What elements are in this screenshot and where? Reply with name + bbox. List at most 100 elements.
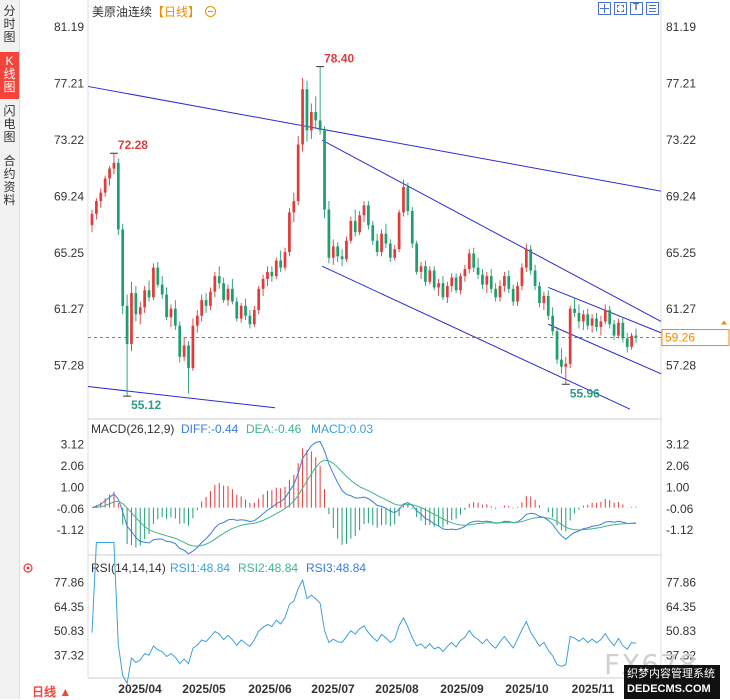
candle-body	[134, 293, 138, 315]
candle	[261, 274, 265, 296]
move-icon[interactable]	[598, 2, 611, 15]
candle	[424, 260, 427, 287]
x-axis: 2025/04 2025/05 2025/06 2025/07 2025/08 2025/…	[118, 682, 614, 696]
candle-body	[630, 335, 633, 347]
candle-body	[393, 249, 397, 258]
candle-body	[283, 252, 287, 268]
candle	[353, 209, 357, 237]
candle-body	[511, 288, 515, 302]
candle	[560, 348, 563, 374]
candle-body	[130, 293, 133, 345]
candle	[112, 153, 116, 175]
candle-body	[125, 305, 129, 345]
candle-body	[485, 276, 489, 285]
candle	[595, 312, 598, 332]
candle	[327, 201, 331, 264]
candle-body	[147, 290, 151, 298]
candle-body	[266, 271, 269, 279]
candle-body	[402, 186, 405, 213]
candle-body	[459, 276, 462, 291]
trend-lines	[87, 85, 662, 410]
macd-tick-left: 1.00	[61, 480, 85, 494]
candle	[231, 278, 234, 305]
watermark-site-name: 织梦内容管理系统	[627, 668, 715, 680]
y-tick-label-right: 77.21	[666, 76, 696, 90]
plus-circle-icon[interactable]	[205, 6, 217, 17]
high-label: 72.28	[118, 138, 148, 152]
tab-flash[interactable]: 闪 电 图	[3, 104, 16, 144]
candle-body	[503, 276, 506, 287]
timeframe-selector[interactable]: 日线 ▲	[32, 685, 72, 699]
high-label: 78.40	[324, 52, 354, 66]
candle	[143, 286, 147, 313]
candle-body	[498, 286, 502, 298]
x-tick-label: 2025/06	[248, 682, 292, 696]
candle	[524, 243, 528, 272]
candle	[318, 66, 322, 135]
candle	[397, 209, 401, 253]
candle	[472, 247, 476, 272]
candle	[538, 281, 541, 308]
candle	[209, 287, 212, 311]
candle	[217, 266, 221, 289]
candle-body	[349, 220, 353, 241]
candle-body	[617, 322, 620, 336]
candle-body	[217, 276, 221, 284]
dea-line	[91, 459, 637, 547]
candle	[445, 281, 449, 304]
flag-lower-line	[548, 323, 662, 375]
macd-tick-left: 3.12	[61, 438, 85, 452]
y-tick-label-left: 73.22	[54, 133, 84, 147]
y-tick-label-right: 73.22	[666, 133, 696, 147]
settings-icon[interactable]	[23, 563, 33, 573]
candle	[393, 244, 397, 261]
candle-body	[169, 308, 173, 318]
candle-body	[288, 212, 291, 253]
candle-body	[625, 338, 629, 347]
candle	[459, 273, 462, 295]
candle	[134, 286, 138, 322]
candle-body	[375, 240, 379, 253]
candle	[130, 281, 133, 352]
text-icon[interactable]: T	[630, 2, 643, 15]
tab-contract-info[interactable]: 合 约 资 料	[3, 154, 16, 207]
candle-body	[209, 291, 212, 306]
macd-diff-label: DIFF:-0.44	[181, 422, 239, 436]
fit-icon[interactable]	[614, 2, 627, 15]
candle-body	[406, 186, 410, 211]
candle-body	[301, 89, 304, 145]
tools-icon[interactable]	[646, 2, 659, 15]
rsi-tick-right: 64.35	[666, 600, 696, 614]
candle	[169, 304, 173, 328]
macd-tick-right: 3.12	[666, 438, 690, 452]
candle	[309, 103, 313, 139]
candle-body	[309, 111, 313, 131]
candle-body	[397, 212, 401, 250]
candle	[301, 77, 304, 152]
candle	[511, 284, 515, 306]
candle-body	[345, 240, 348, 260]
candles	[90, 66, 638, 397]
candle-body	[279, 260, 283, 268]
candle-body	[472, 253, 476, 268]
candle-body	[116, 162, 120, 230]
tab-kline[interactable]: K 线 图	[0, 52, 19, 99]
candle	[90, 209, 94, 233]
candle	[617, 318, 620, 339]
x-tick-label: 2025/10	[505, 682, 549, 696]
candle	[454, 273, 458, 294]
candle	[371, 220, 375, 245]
candle	[99, 188, 103, 209]
candle	[305, 80, 309, 142]
candle-body	[178, 325, 182, 357]
candle	[345, 236, 348, 262]
macd-value-label: MACD:0.03	[311, 422, 373, 436]
candle	[362, 201, 366, 223]
candle	[191, 318, 195, 371]
candle	[489, 269, 493, 294]
candle	[437, 278, 440, 296]
candle	[349, 216, 353, 244]
tab-timeshare[interactable]: 分 时 图	[3, 4, 16, 44]
candle	[270, 266, 274, 282]
